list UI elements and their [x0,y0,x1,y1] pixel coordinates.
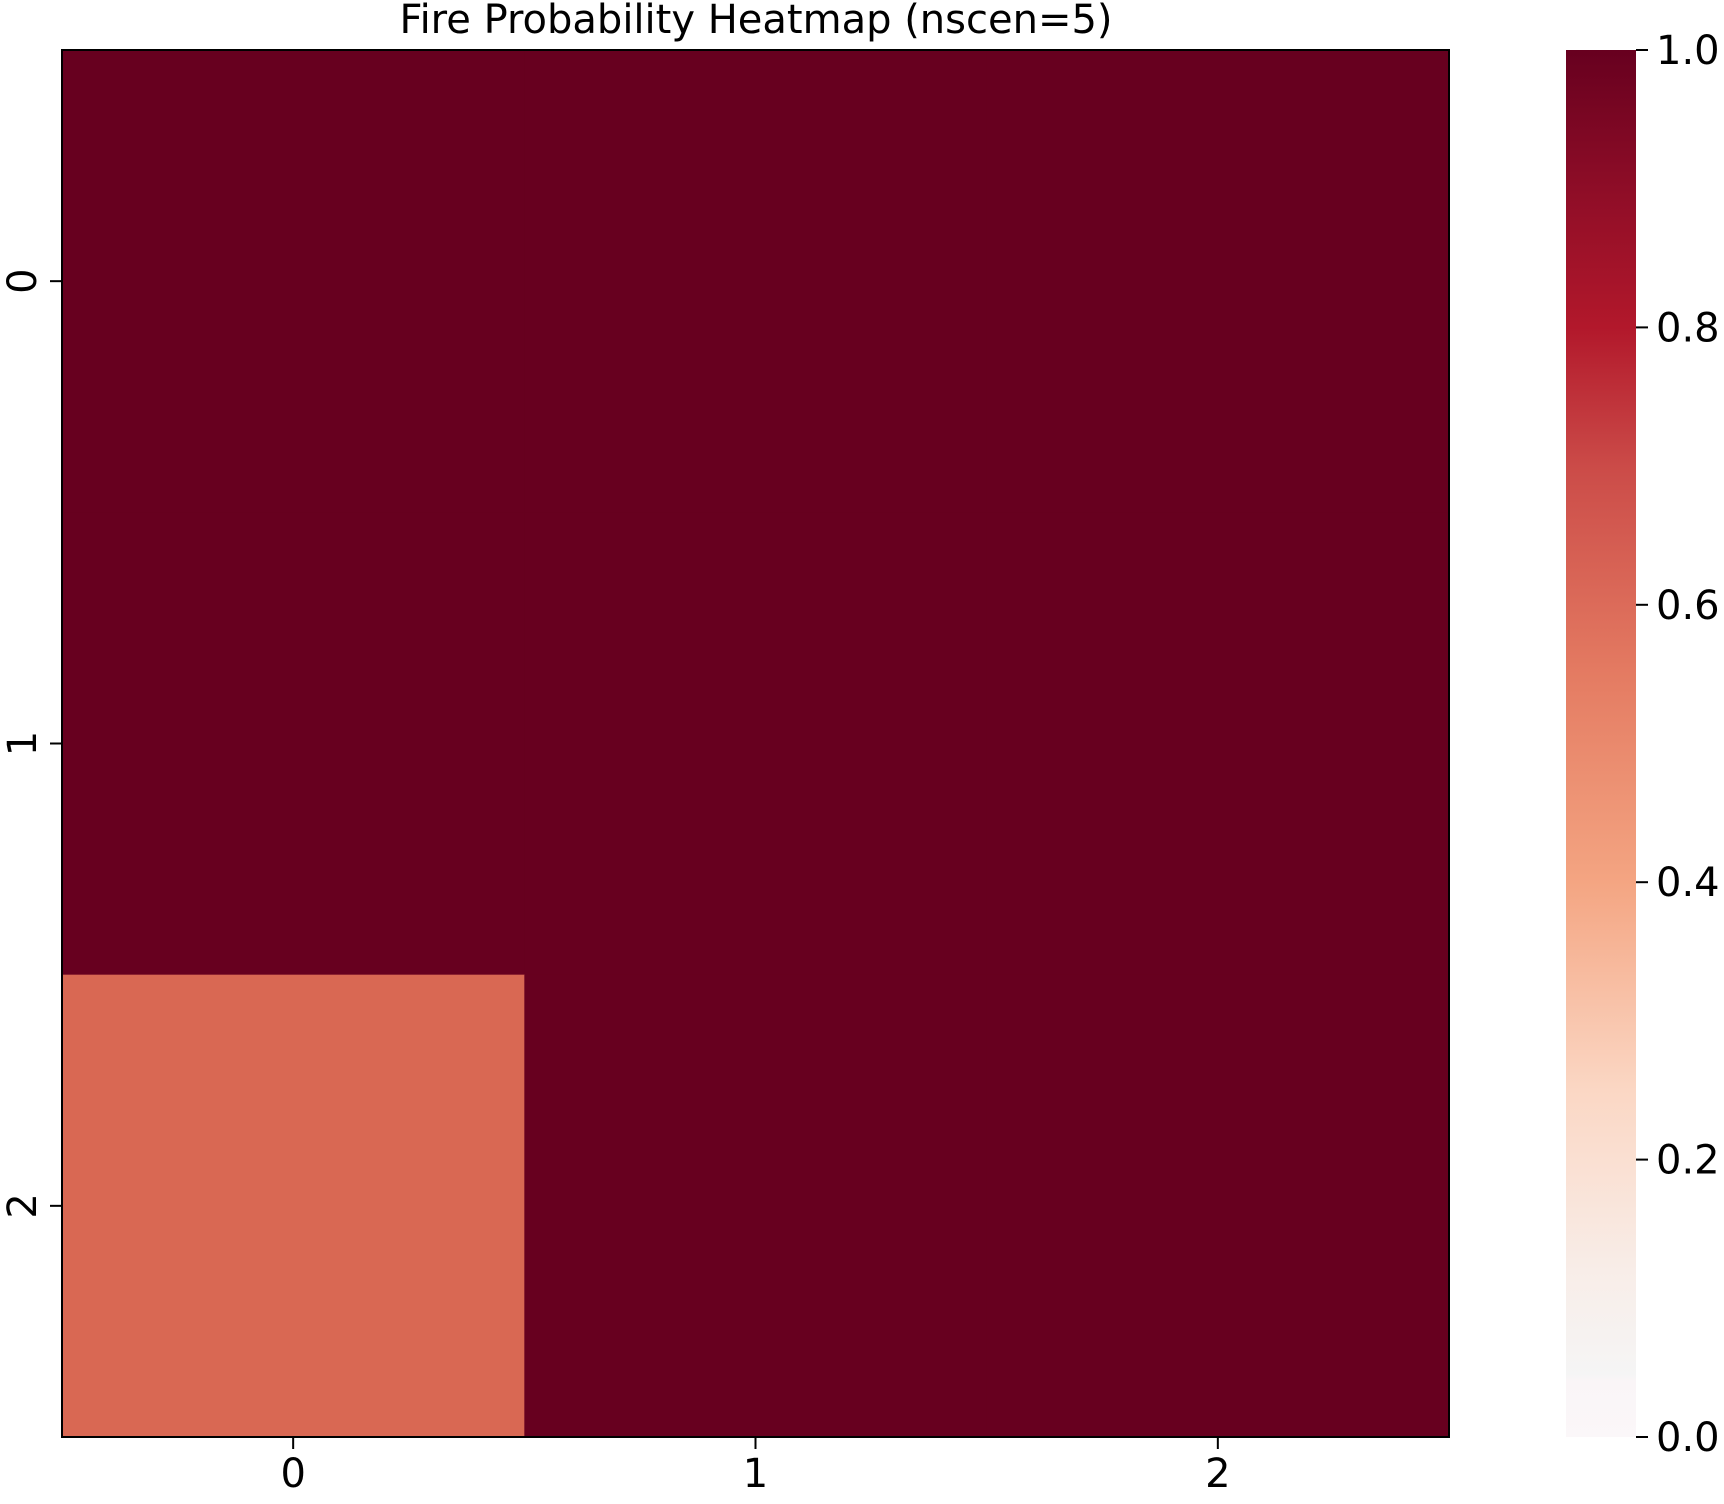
heatmap-cell-r0-c2 [986,50,1450,513]
x-axis-ticks: 0 1 2 [280,1437,1231,1497]
x-tick-label-1: 1 [743,1451,768,1497]
heatmap-cell-r2-c0 [62,974,525,1438]
heatmap-cell-r1-c1 [524,512,988,976]
heatmap-cell-r2-c2 [986,974,1450,1438]
colorbar-tick-label-1: 0.2 [1656,1138,1720,1184]
y-axis-ticks: 0 1 2 [0,268,62,1219]
heatmap-cell-r2-c1 [524,974,988,1438]
colorbar [1566,50,1636,1437]
colorbar-tick-label-3: 0.6 [1656,583,1720,629]
y-tick-label-1: 1 [0,731,46,756]
x-tick-label-0: 0 [280,1451,305,1497]
colorbar-tick-label-5: 1.0 [1656,28,1720,74]
colorbar-ticks: 0.0 0.2 0.4 0.6 0.8 1.0 [1636,28,1720,1461]
heatmap-cells [62,50,1450,1438]
colorbar-tick-label-4: 0.8 [1656,305,1720,351]
heatmap-cell-r1-c0 [62,512,525,976]
heatmap-cell-r0-c1 [524,50,988,513]
heatmap-cell-r0-c0 [62,50,525,513]
chart-title: Fire Probability Heatmap (nscen=5) [399,0,1112,43]
x-tick-label-2: 2 [1205,1451,1230,1497]
y-tick-label-2: 2 [0,1193,46,1218]
colorbar-tick-label-0: 0.0 [1656,1415,1720,1461]
colorbar-tick-label-2: 0.4 [1656,860,1720,906]
heatmap-cell-r1-c2 [986,512,1450,976]
y-tick-label-0: 0 [0,268,46,293]
